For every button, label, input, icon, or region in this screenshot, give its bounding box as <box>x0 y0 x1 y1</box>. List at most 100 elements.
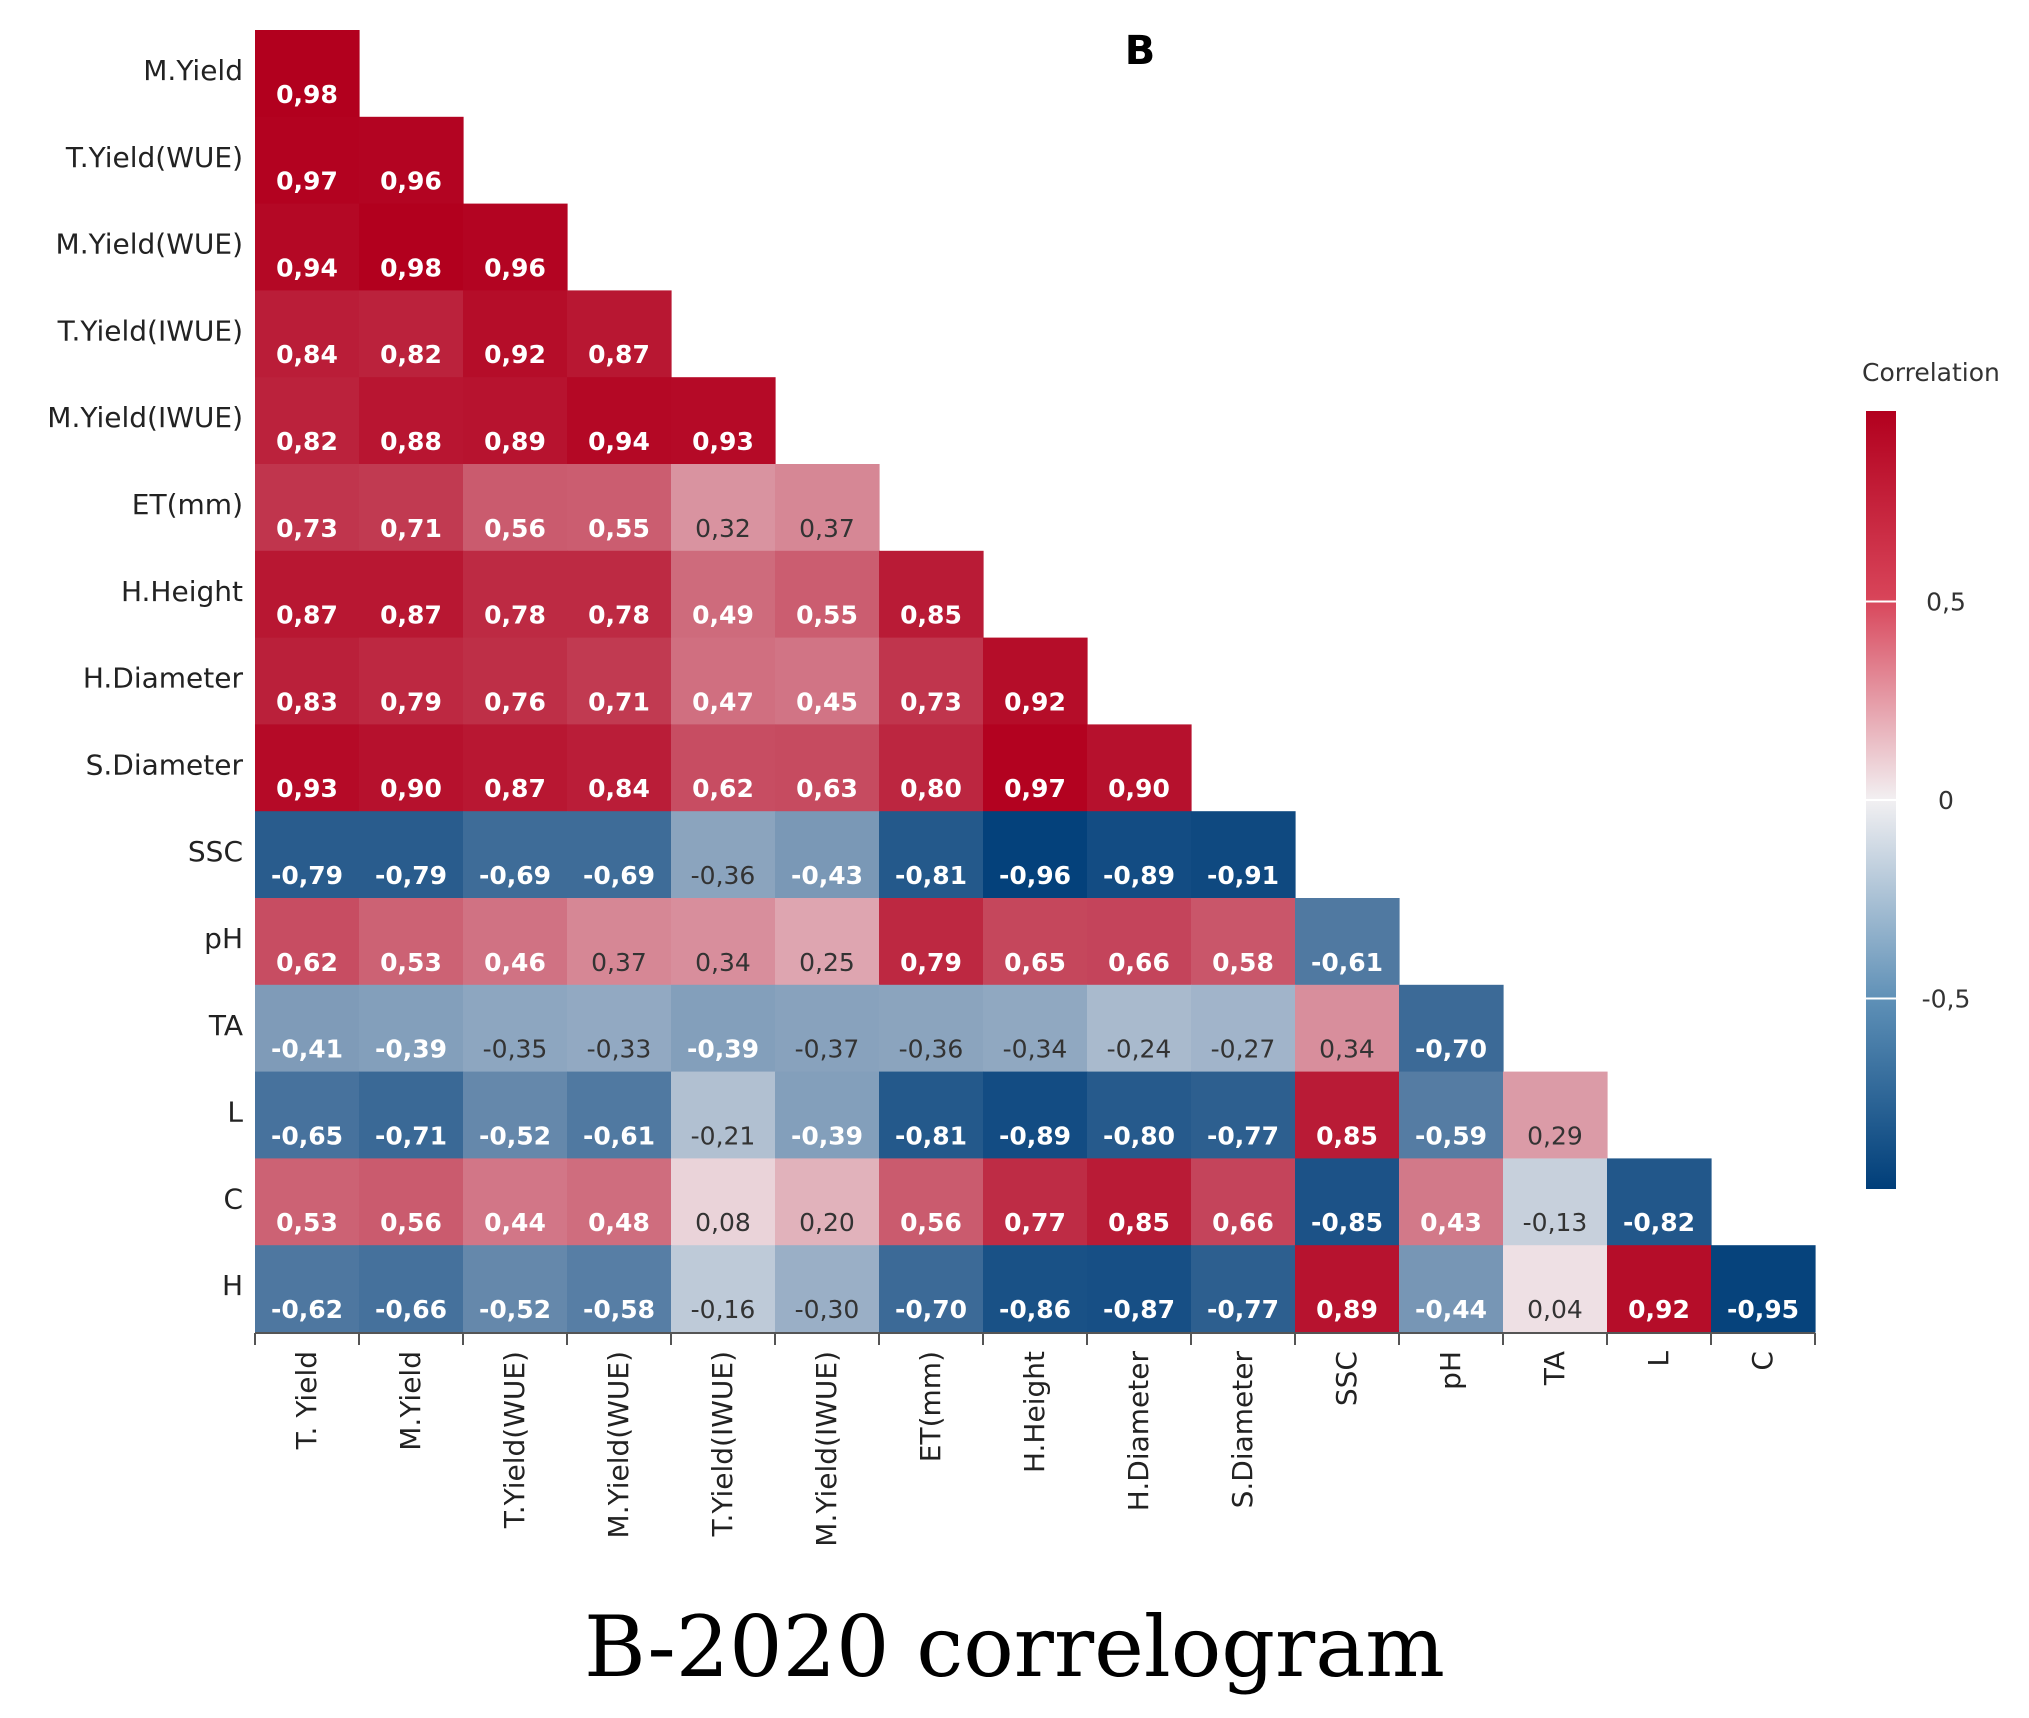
cell-value-label: -0,89 <box>1103 861 1175 890</box>
heatmap-cell <box>255 116 360 205</box>
y-axis-label: SSC <box>188 835 243 868</box>
cell-value-label: -0,79 <box>375 861 447 890</box>
heatmap-cell <box>1607 1158 1712 1246</box>
cell-value-label: 0,56 <box>900 1208 962 1237</box>
heatmap-cell <box>1087 898 1192 986</box>
x-axis-label: T.Yield(IWUE) <box>706 1351 739 1537</box>
heatmap-cell <box>567 724 672 812</box>
heatmap-cell <box>879 1158 984 1246</box>
cell-value-label: -0,70 <box>895 1295 967 1324</box>
cell-value-label: 0,53 <box>276 1208 338 1237</box>
heatmap-cell <box>671 550 776 639</box>
heatmap-cell <box>983 637 1088 725</box>
color-legend: 0,5 0 -0,5 <box>1866 411 1970 1189</box>
heatmap-cell <box>359 724 464 812</box>
heatmap-cell <box>1191 898 1296 986</box>
heatmap-cell <box>255 724 360 812</box>
heatmap-cell <box>1191 984 1296 1073</box>
heatmap-cell <box>775 724 880 812</box>
cell-value-label: -0,82 <box>1623 1208 1695 1237</box>
cell-value-label: 0,56 <box>484 514 546 543</box>
cell-value-label: -0,36 <box>899 1035 964 1064</box>
heatmap-cell <box>1607 1245 1712 1333</box>
cell-value-label: 0,96 <box>484 253 546 282</box>
heatmap-cell <box>671 464 776 552</box>
cell-value-label: 0,65 <box>1004 948 1066 977</box>
cell-value-label: 0,83 <box>276 687 338 716</box>
cell-value-label: 0,32 <box>695 514 751 543</box>
y-axis-label: C <box>223 1182 243 1215</box>
heatmap-cell <box>1503 1245 1608 1333</box>
cell-value-label: -0,39 <box>375 1035 447 1064</box>
cell-value-label: -0,59 <box>1415 1121 1487 1150</box>
cell-value-label: 0,93 <box>276 774 338 803</box>
heatmap-cell <box>879 550 984 639</box>
heatmap-cell <box>567 898 672 986</box>
cell-value-label: 0,87 <box>588 340 650 369</box>
x-axis-label: H.Diameter <box>1122 1351 1155 1512</box>
heatmap-cell <box>775 984 880 1073</box>
heatmap-cell <box>567 811 672 899</box>
cell-value-label: 0,90 <box>1108 774 1170 803</box>
heatmap-cell <box>1295 1158 1400 1246</box>
cell-value-label: 0,63 <box>796 774 858 803</box>
heatmap-cell <box>775 1245 880 1333</box>
heatmap-cell <box>879 1071 984 1159</box>
cell-value-label: -0,61 <box>1311 948 1383 977</box>
y-axis-label: ET(mm) <box>132 488 243 521</box>
heatmap-cell <box>1087 724 1192 812</box>
y-axis-labels: M.Yield T.Yield(WUE) M.Yield(WUE) T.Yield(I… <box>47 54 243 1302</box>
heatmap-cell <box>359 290 464 378</box>
heatmap-cell <box>671 377 776 465</box>
cell-value-label: -0,39 <box>687 1035 759 1064</box>
heatmap-cell <box>463 984 568 1073</box>
cell-value-label: 0,34 <box>695 948 751 977</box>
cell-value-label: 0,29 <box>1527 1121 1583 1150</box>
heatmap-cell <box>983 1158 1088 1246</box>
cell-value-label: 0,90 <box>380 774 442 803</box>
cell-value-label: 0,66 <box>1108 948 1170 977</box>
heatmap-cell <box>775 550 880 639</box>
cell-value-label: 0,94 <box>588 427 650 456</box>
y-axis-label: H.Diameter <box>83 662 244 695</box>
heatmap-cell <box>775 1071 880 1159</box>
heatmap-cell <box>567 1158 672 1246</box>
legend-tick-label: 0,5 <box>1926 588 1966 617</box>
heatmap-cell <box>671 898 776 986</box>
cell-value-label: -0,43 <box>791 861 863 890</box>
cell-value-label: 0,87 <box>380 601 442 630</box>
y-axis-label: H <box>222 1269 243 1302</box>
cell-value-label: 0,88 <box>380 427 442 456</box>
heatmap-cell <box>1399 984 1504 1073</box>
cell-value-label: 0,97 <box>1004 774 1066 803</box>
heatmap-cell <box>359 464 464 552</box>
heatmap-cell <box>359 116 464 205</box>
heatmap-cell <box>463 377 568 465</box>
heatmap-cell <box>463 550 568 639</box>
heatmap-cell <box>671 637 776 725</box>
cell-value-label: -0,16 <box>691 1295 756 1324</box>
heatmap-cell <box>463 464 568 552</box>
heatmap-cell <box>879 724 984 812</box>
heatmap-cell <box>463 290 568 378</box>
heatmap-cell <box>879 898 984 986</box>
heatmap-cell <box>567 984 672 1073</box>
cell-value-label: 0,37 <box>799 514 855 543</box>
cell-value-label: -0,65 <box>271 1121 343 1150</box>
heatmap-cell <box>1399 1158 1504 1246</box>
y-axis-label: L <box>227 1096 243 1129</box>
cell-value-label: -0,52 <box>479 1295 551 1324</box>
heatmap-cell <box>463 637 568 725</box>
cell-value-label: 0,73 <box>900 687 962 716</box>
heatmap-cell <box>255 464 360 552</box>
cell-value-label: -0,81 <box>895 861 967 890</box>
legend-tick-label: -0,5 <box>1922 984 1971 1013</box>
cell-value-label: -0,86 <box>999 1295 1071 1324</box>
heatmap-cell <box>879 811 984 899</box>
heatmap-cell <box>463 1071 568 1159</box>
cell-value-label: -0,95 <box>1727 1295 1799 1324</box>
cell-value-label: 0,79 <box>900 948 962 977</box>
heatmap-cell <box>463 203 568 291</box>
heatmap-cell <box>359 811 464 899</box>
heatmap-cell <box>1191 1245 1296 1333</box>
